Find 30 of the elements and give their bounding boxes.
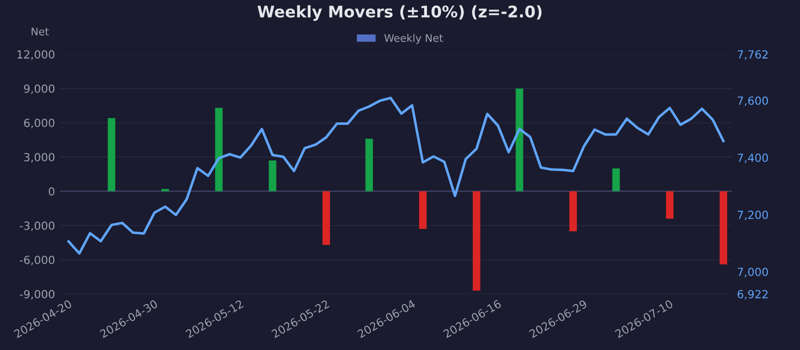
bar — [720, 191, 728, 264]
bar — [666, 191, 674, 219]
line-series — [67, 96, 725, 255]
bar — [569, 191, 577, 232]
bar — [472, 191, 480, 291]
y2-tick-label: 7,000 — [738, 268, 768, 278]
bar — [268, 160, 276, 192]
y2-tick-label: 7,200 — [738, 210, 768, 220]
y-tick-label: -6,000 — [20, 256, 54, 266]
chart-title: Weekly Movers (±10%) (z=-2.0) — [258, 5, 542, 21]
y2-tick-label: 7,762 — [738, 50, 768, 60]
y-tick-label: 0 — [48, 187, 54, 196]
bar — [322, 191, 330, 245]
text: Weekly Net — [384, 34, 443, 44]
y2-tick-label: 6,922 — [738, 290, 768, 300]
y-axis-title: Net — [32, 28, 49, 36]
y-tick-label: 12,000 — [17, 50, 54, 60]
y-tick-label: -3,000 — [20, 221, 54, 232]
bar — [419, 191, 427, 229]
y2-tick-label: 7,400 — [738, 154, 768, 164]
y-tick-label: 3,000 — [24, 152, 54, 163]
bar — [365, 138, 373, 192]
y-tick-label: 9,000 — [24, 84, 54, 94]
y-tick-label: 6,000 — [24, 118, 54, 128]
bar — [612, 168, 620, 192]
bar — [215, 108, 223, 192]
y-tick-label: -9,000 — [20, 290, 54, 300]
y2-tick-label: 7,600 — [738, 96, 768, 106]
bar — [108, 118, 116, 192]
bar — [516, 88, 524, 192]
